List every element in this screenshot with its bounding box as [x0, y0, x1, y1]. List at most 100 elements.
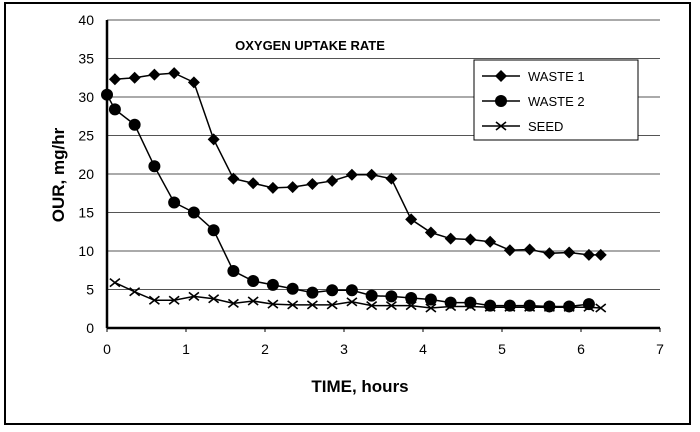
y-tick-label: 5 — [86, 282, 94, 298]
data-point — [267, 299, 279, 309]
data-point — [385, 301, 397, 311]
x-tick-label: 1 — [182, 341, 190, 357]
data-point — [247, 275, 260, 288]
data-point — [365, 168, 378, 181]
data-point — [128, 118, 141, 131]
data-point — [247, 296, 259, 306]
data-point — [405, 301, 417, 311]
data-point — [464, 233, 477, 246]
data-point — [108, 103, 121, 116]
data-point — [326, 174, 339, 187]
data-point — [385, 290, 398, 303]
y-tick-label: 20 — [78, 166, 94, 182]
data-point — [227, 298, 239, 308]
data-point — [247, 177, 260, 190]
x-tick-label: 4 — [419, 341, 427, 357]
data-point — [563, 302, 575, 312]
data-point — [405, 213, 418, 226]
data-point — [444, 296, 457, 309]
legend-marker-x-icon — [495, 121, 507, 131]
data-point — [582, 248, 595, 261]
legend-marker-diamond-icon — [495, 70, 507, 82]
data-point — [187, 206, 200, 219]
data-point — [523, 243, 536, 256]
data-point — [129, 287, 141, 297]
data-point — [345, 284, 358, 297]
data-point — [484, 302, 496, 312]
data-point — [208, 294, 220, 304]
data-point — [385, 172, 398, 185]
data-point — [595, 303, 607, 313]
data-point — [306, 178, 319, 191]
data-point — [326, 284, 339, 297]
data-point — [266, 278, 279, 291]
legend: WASTE 1 WASTE 2 SEED — [473, 59, 639, 141]
data-point — [306, 286, 319, 299]
series-waste-1 — [108, 67, 607, 261]
data-point — [366, 301, 378, 311]
data-point — [148, 295, 160, 305]
data-point — [405, 291, 418, 304]
series-line — [114, 281, 601, 309]
series-layer — [101, 67, 607, 313]
data-point — [444, 232, 457, 245]
data-point — [227, 172, 240, 185]
data-point — [543, 302, 555, 312]
data-point — [345, 168, 358, 181]
x-axis-label: TIME, hours — [311, 377, 408, 396]
x-tick-label: 7 — [656, 341, 664, 357]
legend-marker-circle-icon — [495, 95, 507, 107]
y-tick-label: 25 — [78, 128, 94, 144]
data-point — [326, 300, 338, 310]
x-tick-label: 2 — [261, 341, 269, 357]
data-point — [266, 181, 279, 194]
y-axis-label: OUR, mg/hr — [49, 127, 68, 222]
data-point — [484, 235, 497, 248]
data-point — [504, 302, 516, 312]
data-point — [424, 226, 437, 239]
y-tick-label: 0 — [86, 320, 94, 336]
data-point — [108, 73, 121, 86]
data-point — [168, 196, 181, 209]
data-point — [148, 68, 161, 81]
x-tick-label: 3 — [340, 341, 348, 357]
data-point — [503, 244, 516, 257]
data-point — [148, 160, 161, 173]
x-tick-label: 6 — [577, 341, 585, 357]
data-point — [346, 297, 358, 307]
legend-label: WASTE 1 — [528, 69, 585, 84]
data-point — [563, 246, 576, 259]
data-point — [187, 76, 200, 89]
data-point — [109, 277, 121, 288]
data-point — [425, 303, 437, 313]
data-point — [286, 181, 299, 194]
data-point — [207, 224, 220, 237]
data-point — [594, 248, 607, 261]
y-tick-label: 15 — [78, 205, 94, 221]
tick-labels: 0 5 10 15 20 25 30 35 40 0 1 2 3 4 5 6 7 — [78, 12, 664, 357]
data-point — [365, 289, 378, 302]
data-point — [227, 265, 240, 278]
x-tick-label: 0 — [103, 341, 111, 357]
y-tick-label: 35 — [78, 51, 94, 67]
data-point — [445, 301, 457, 312]
chart-border — [4, 2, 691, 425]
data-point — [524, 302, 536, 312]
data-point — [306, 300, 318, 310]
data-point — [464, 296, 477, 309]
legend-label: SEED — [528, 119, 563, 134]
y-tick-label: 10 — [78, 243, 94, 259]
data-point — [583, 302, 595, 312]
data-point — [287, 300, 299, 310]
y-tick-label: 40 — [78, 12, 94, 28]
data-point — [286, 282, 299, 295]
series-seed — [109, 277, 607, 313]
data-point — [168, 295, 180, 305]
y-tick-label: 30 — [78, 89, 94, 105]
x-tick-label: 5 — [498, 341, 506, 357]
data-point — [168, 67, 181, 80]
chart-title: OXYGEN UPTAKE RATE — [235, 38, 385, 53]
legend-label: WASTE 2 — [528, 94, 585, 109]
data-point — [128, 71, 141, 84]
